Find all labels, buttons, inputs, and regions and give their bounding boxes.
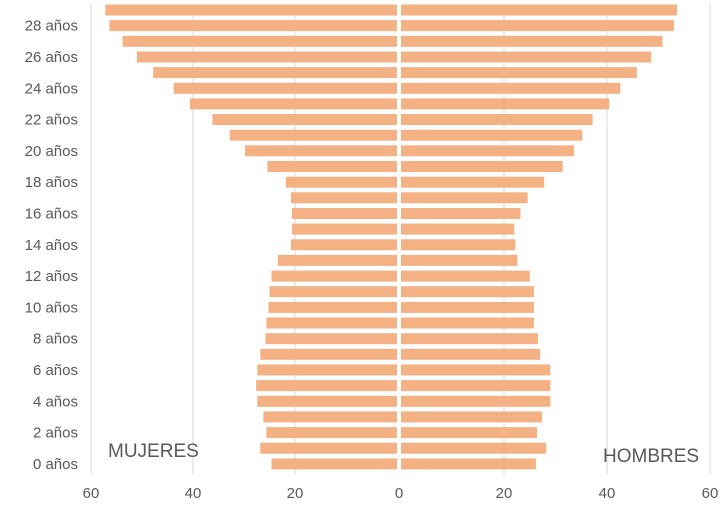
bar-mujeres — [105, 4, 398, 16]
bar-mujeres — [122, 35, 397, 47]
bar-mujeres — [265, 333, 397, 345]
gridlines — [90, 4, 711, 474]
bar-mujeres — [269, 286, 397, 298]
x-tick-label: 40 — [185, 485, 202, 502]
bar-mujeres — [260, 442, 397, 454]
bar-hombres — [401, 51, 652, 63]
bar-hombres — [401, 161, 563, 172]
bar-hombres — [401, 411, 543, 423]
bars-group — [105, 4, 677, 470]
bar-mujeres — [136, 51, 397, 63]
bar-mujeres — [245, 145, 397, 157]
x-tick-label: 0 — [395, 485, 403, 502]
bar-hombres — [401, 458, 536, 470]
bar-hombres — [401, 333, 538, 345]
y-tick-label: 12 años — [25, 268, 78, 285]
bar-mujeres — [266, 427, 397, 439]
series-label-hombres: HOMBRES — [603, 446, 699, 467]
bar-mujeres — [260, 348, 397, 360]
bar-mujeres — [189, 98, 397, 110]
y-tick-label: 14 años — [25, 237, 78, 254]
bar-hombres — [401, 317, 534, 329]
bar-mujeres — [291, 208, 397, 219]
x-tick-label: 60 — [83, 485, 100, 502]
bar-hombres — [401, 35, 663, 47]
bar-hombres — [401, 20, 674, 32]
bar-mujeres — [263, 411, 397, 423]
y-tick-label: 8 años — [33, 331, 78, 348]
bar-hombres — [401, 270, 530, 282]
bar-mujeres — [271, 270, 397, 282]
bar-hombres — [401, 192, 528, 204]
bar-mujeres — [229, 129, 397, 141]
bar-hombres — [401, 223, 515, 235]
bar-mujeres — [257, 395, 397, 407]
x-tick-label: 40 — [599, 485, 616, 502]
bar-mujeres — [285, 176, 397, 188]
bar-mujeres — [212, 114, 397, 125]
y-tick-label: 0 años — [33, 456, 78, 473]
bar-hombres — [401, 301, 534, 313]
y-axis-tick-labels: 0 años 2 años 4 años 6 años 8 años 10 años 12 … — [25, 18, 78, 473]
bar-hombres — [401, 82, 621, 94]
bar-mujeres — [256, 380, 397, 392]
series-label-mujeres: MUJERES — [108, 441, 199, 462]
x-axis-tick-labels: 60 40 20 0 20 40 60 — [83, 485, 719, 502]
bar-hombres — [401, 98, 610, 110]
bar-mujeres — [153, 67, 397, 79]
bar-hombres — [401, 67, 637, 79]
y-tick-label: 26 años — [25, 49, 78, 66]
bar-mujeres — [271, 458, 397, 470]
y-tick-label: 6 años — [33, 362, 78, 379]
y-tick-label: 18 años — [25, 174, 78, 191]
bar-mujeres — [267, 161, 397, 172]
bar-mujeres — [266, 317, 397, 329]
bar-hombres — [401, 145, 574, 157]
bar-mujeres — [257, 364, 397, 376]
bar-mujeres — [268, 301, 397, 313]
y-tick-label: 20 años — [25, 143, 78, 160]
y-tick-label: 24 años — [25, 80, 78, 97]
bar-mujeres — [277, 254, 397, 266]
bar-hombres — [401, 286, 534, 298]
bar-hombres — [401, 364, 551, 376]
y-tick-label: 22 años — [25, 112, 78, 129]
bar-mujeres — [109, 20, 398, 32]
x-tick-label: 60 — [702, 485, 719, 502]
bar-hombres — [401, 254, 518, 266]
bar-hombres — [401, 239, 516, 251]
y-tick-label: 10 años — [25, 299, 78, 316]
bar-hombres — [401, 442, 547, 454]
bar-hombres — [401, 4, 677, 16]
y-tick-label: 2 años — [33, 425, 78, 442]
bar-mujeres — [290, 192, 397, 204]
x-tick-label: 20 — [287, 485, 304, 502]
bar-hombres — [401, 380, 551, 392]
bar-mujeres — [291, 223, 397, 235]
bar-hombres — [401, 395, 551, 407]
bar-mujeres — [290, 239, 397, 251]
bar-hombres — [401, 129, 583, 141]
bar-hombres — [401, 176, 545, 188]
y-tick-label: 28 años — [25, 18, 78, 35]
bar-hombres — [401, 427, 537, 439]
x-tick-label: 20 — [496, 485, 513, 502]
bar-hombres — [401, 208, 521, 219]
bar-hombres — [401, 114, 593, 125]
y-tick-label: 4 años — [33, 393, 78, 410]
y-tick-label: 16 años — [25, 206, 78, 223]
bar-mujeres — [173, 82, 397, 94]
bar-hombres — [401, 348, 541, 360]
